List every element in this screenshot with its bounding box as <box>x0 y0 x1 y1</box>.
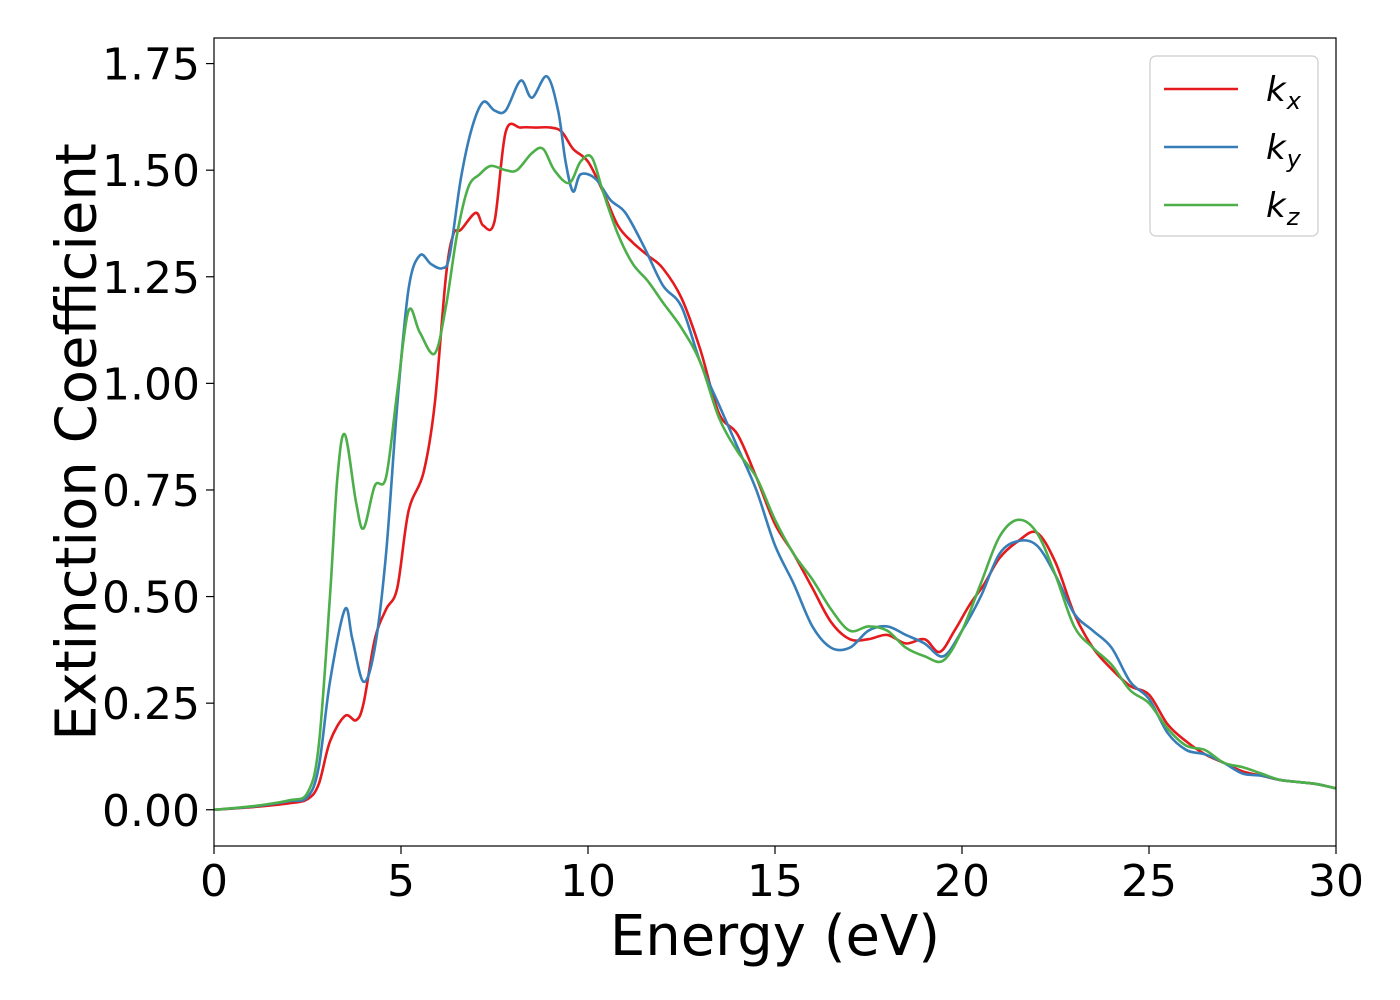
x-tick-label: 25 <box>1121 856 1177 907</box>
y-axis-label: Extinction Coefficient <box>45 143 110 741</box>
x-tick-label: 10 <box>560 856 616 907</box>
series-line-k-x <box>214 122 1336 812</box>
x-tick-label: 5 <box>387 856 415 907</box>
ticks-layer: 0 5 10 15 20 25 30 0.00 0.25 0.50 0.75 1.00 1.25 1.50… <box>102 40 1364 907</box>
y-tick-label: 1.25 <box>102 253 200 304</box>
y-tick-label: 1.75 <box>102 40 200 91</box>
series-layer <box>214 75 1336 812</box>
y-tick-label: 0.00 <box>102 786 200 837</box>
x-tick-label: 20 <box>934 856 990 907</box>
x-tick-label: 30 <box>1308 856 1364 907</box>
x-tick-label: 15 <box>747 856 803 907</box>
series-line-k-y <box>214 75 1336 812</box>
y-tick-label: 0.75 <box>102 466 200 517</box>
x-tick-label: 0 <box>200 856 228 907</box>
y-tick-label: 0.50 <box>102 573 200 624</box>
y-tick-label: 1.00 <box>102 359 200 410</box>
x-axis-label: Energy (eV) <box>610 904 940 969</box>
series-line-k-z <box>214 146 1336 812</box>
y-tick-label: 1.50 <box>102 146 200 197</box>
y-tick-label: 0.25 <box>102 679 200 730</box>
